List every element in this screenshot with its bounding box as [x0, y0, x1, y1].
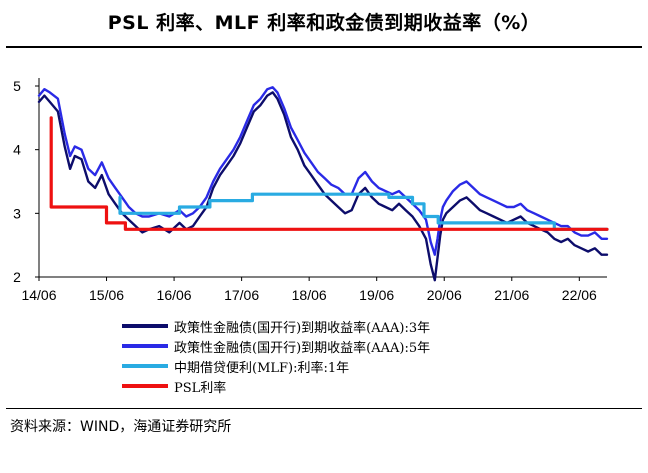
series-line-4	[49, 116, 609, 231]
x-tick-label: 21/06	[494, 287, 529, 303]
x-tick-label: 14/06	[21, 287, 56, 303]
x-tick-label: 17/06	[224, 287, 259, 303]
legend-swatch	[122, 324, 168, 328]
legend-swatch	[122, 384, 168, 388]
series-line-3	[118, 192, 609, 231]
series-line-1	[37, 91, 609, 282]
x-tick-label: 19/06	[359, 287, 394, 303]
x-tick-label: 20/06	[427, 287, 462, 303]
legend-swatch	[122, 364, 168, 368]
y-tick-label: 5	[13, 78, 21, 94]
chart-axes: 2 3 4 5 14/06 15/06 16/06 17/06 18/06 19/06 20/06 2…	[13, 78, 607, 303]
legend-item: 政策性金融债(国开行)到期收益率(AAA):3年	[122, 316, 430, 336]
legend-label: 政策性金融债(国开行)到期收益率(AAA):3年	[174, 320, 431, 336]
legend-item: PSL利率	[122, 376, 430, 396]
y-tick-label: 2	[13, 269, 21, 285]
legend-item: 政策性金融债(国开行)到期收益率(AAA):5年	[122, 336, 430, 356]
legend-label: PSL利率	[174, 380, 227, 396]
source-divider	[6, 408, 642, 409]
line-chart: 2 3 4 5 14/06 15/06 16/06 17/06 18/06 19/06 20/06 2…	[13, 78, 609, 303]
legend-label: 中期借贷便利(MLF):利率:1年	[174, 360, 350, 376]
x-tick-label: 15/06	[89, 287, 124, 303]
chart-legend: 政策性金融债(国开行)到期收益率(AAA):3年 政策性金融债(国开行)到期收益率…	[122, 316, 430, 396]
x-tick-label: 16/06	[157, 287, 192, 303]
x-tick-label: 22/06	[562, 287, 597, 303]
source-note: 资料来源：WIND，海通证券研究所	[10, 419, 232, 435]
x-tick-label: 18/06	[292, 287, 327, 303]
chart-title: PSL 利率、MLF 利率和政金债到期收益率（%）	[107, 12, 541, 34]
series-line-2	[37, 86, 609, 256]
legend-label: 政策性金融债(国开行)到期收益率(AAA):5年	[174, 340, 431, 356]
legend-swatch	[122, 344, 168, 348]
legend-item: 中期借贷便利(MLF):利率:1年	[122, 356, 430, 376]
y-tick-label: 3	[13, 205, 21, 221]
series-layer	[37, 86, 609, 282]
y-tick-label: 4	[13, 142, 21, 158]
title-underline	[6, 46, 642, 48]
